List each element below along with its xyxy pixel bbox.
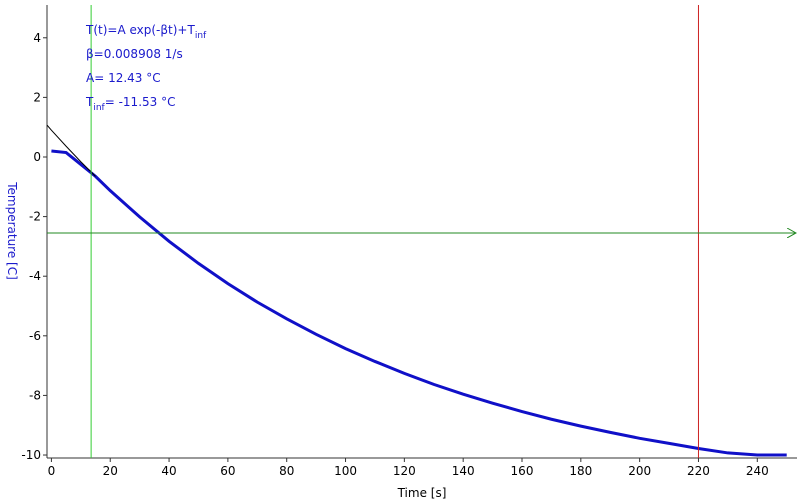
x-tick-label: 240 bbox=[746, 464, 769, 478]
y-tick-label: 2 bbox=[33, 90, 41, 104]
y-axis-label: Temperature [C] bbox=[5, 181, 19, 280]
x-tick-label: 220 bbox=[687, 464, 710, 478]
annotation-text: T bbox=[85, 95, 94, 109]
x-tick-label: 140 bbox=[452, 464, 475, 478]
annotation: T(t)=A exp(-βt)+Tinf bbox=[85, 23, 207, 41]
annotation: A= 12.43 °C bbox=[86, 71, 161, 85]
x-tick-label: 40 bbox=[161, 464, 176, 478]
x-tick-label: 200 bbox=[628, 464, 651, 478]
x-tick-label: 160 bbox=[511, 464, 534, 478]
x-tick-label: 60 bbox=[220, 464, 235, 478]
x-tick-label: 80 bbox=[279, 464, 294, 478]
annotation-text: β=0.008908 1/s bbox=[86, 47, 183, 61]
annotation-subscript: inf bbox=[195, 31, 207, 41]
annotation: Tinf= -11.53 °C bbox=[85, 95, 175, 113]
y-tick-label: -6 bbox=[29, 329, 41, 343]
y-tick-label: -8 bbox=[29, 388, 41, 402]
x-tick-label: 0 bbox=[48, 464, 56, 478]
y-tick-label: 4 bbox=[33, 31, 41, 45]
annotation: β=0.008908 1/s bbox=[86, 47, 183, 61]
x-tick-label: 100 bbox=[334, 464, 357, 478]
y-tick-label: -4 bbox=[29, 269, 41, 283]
y-tick-label: -10 bbox=[21, 448, 41, 462]
annotation-subscript: inf bbox=[93, 103, 105, 113]
data-line bbox=[51, 149, 787, 457]
y-tick-label: -2 bbox=[29, 210, 41, 224]
x-axis-label: Time [s] bbox=[397, 486, 447, 500]
fit-line bbox=[46, 124, 96, 177]
annotation-text: = -11.53 °C bbox=[105, 95, 176, 109]
annotation-text: T(t)=A exp(-βt)+T bbox=[85, 23, 195, 37]
y-tick-label: 0 bbox=[33, 150, 41, 164]
x-tick-label: 180 bbox=[569, 464, 592, 478]
x-tick-label: 120 bbox=[393, 464, 416, 478]
annotation-text: A= 12.43 °C bbox=[86, 71, 161, 85]
x-tick-label: 20 bbox=[103, 464, 118, 478]
